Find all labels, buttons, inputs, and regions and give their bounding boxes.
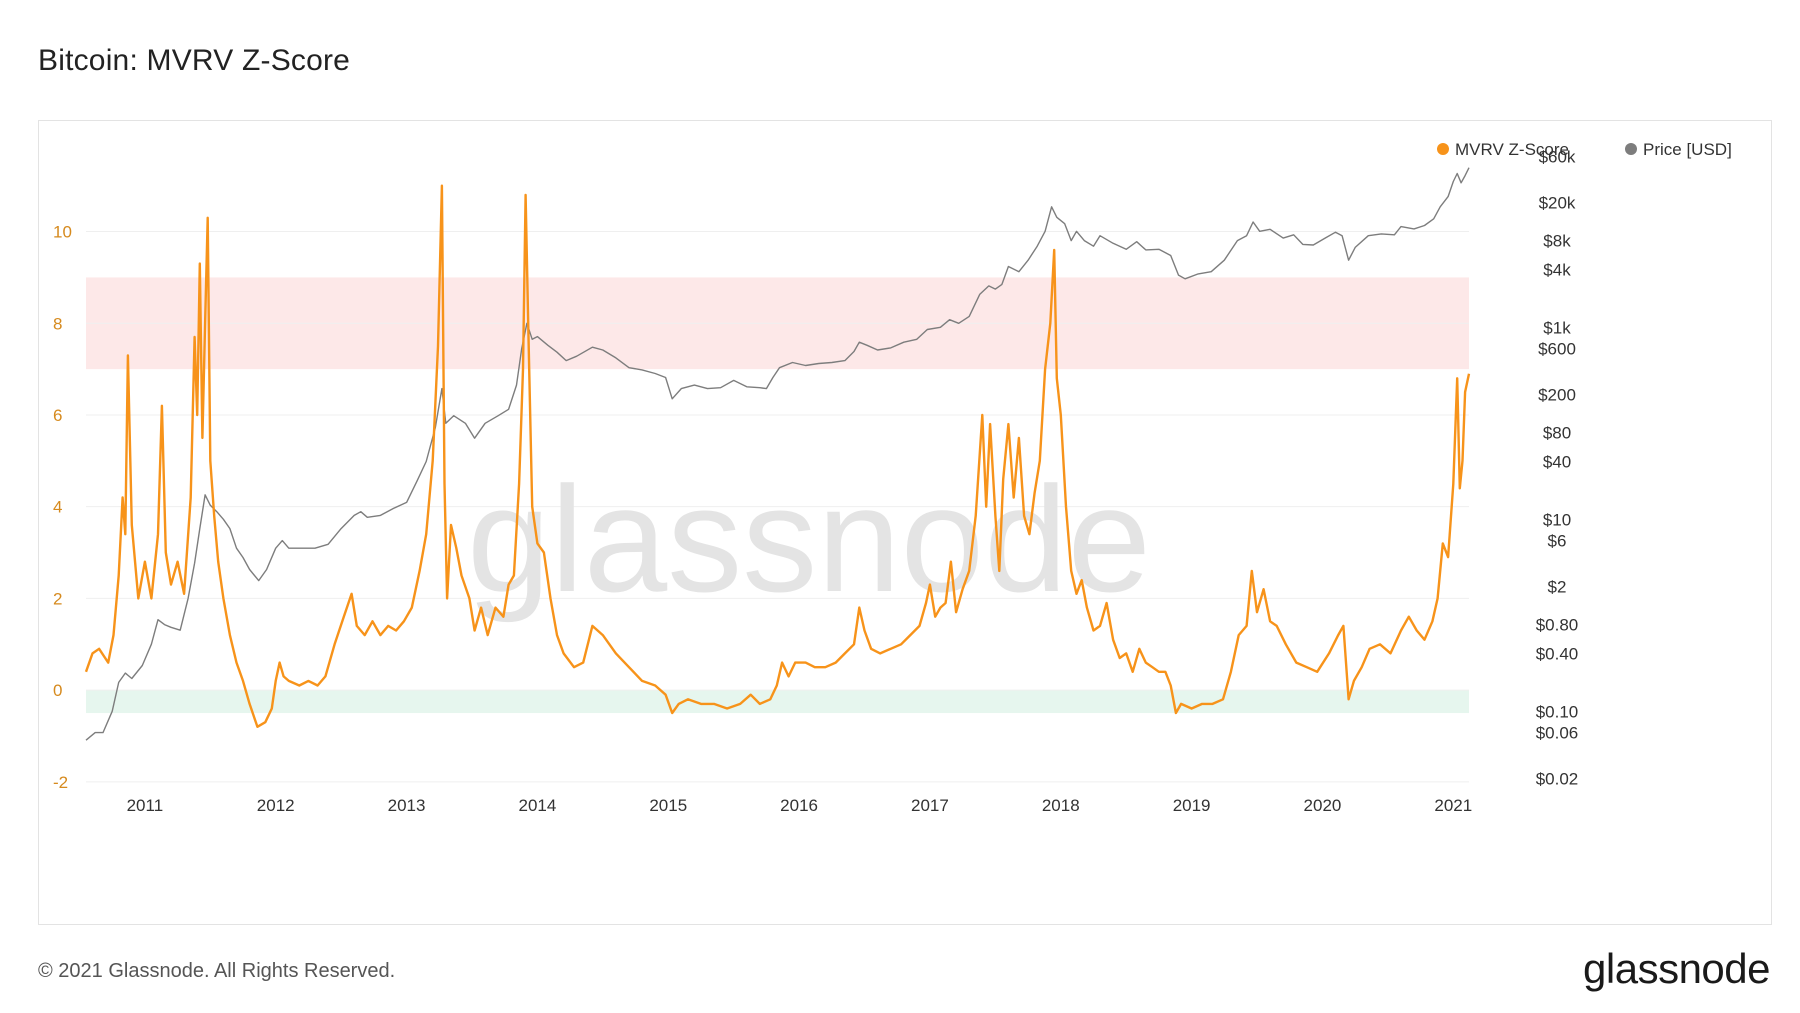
left-tick-label: -2 — [53, 773, 68, 792]
legend-item-mvrv[interactable]: MVRV Z-Score — [1437, 140, 1569, 159]
right-tick-label: $2 — [1548, 577, 1567, 596]
page-title: Bitcoin: MVRV Z-Score — [38, 44, 351, 77]
left-tick-label: 0 — [53, 681, 62, 700]
right-tick-label: $4k — [1543, 261, 1571, 280]
right-tick-label: $6 — [1548, 532, 1567, 551]
copyright-text: © 2021 Glassnode. All Rights Reserved. — [38, 960, 396, 982]
left-tick-label: 6 — [53, 406, 62, 425]
x-tick-label: 2012 — [257, 796, 295, 815]
price-line — [85, 167, 1470, 741]
right-tick-label: $200 — [1538, 385, 1576, 404]
right-tick-label: $1k — [1543, 318, 1571, 337]
legend-dot-mvrv — [1437, 143, 1449, 155]
right-tick-label: $10 — [1543, 510, 1571, 529]
x-tick-label: 2020 — [1304, 796, 1342, 815]
chart-frame: glassnode -2 0 2 4 6 8 10 $0.02 $0.06 $0.10 $0.40… — [38, 120, 1772, 925]
right-tick-label: $0.10 — [1536, 702, 1579, 721]
right-tick-label: $600 — [1538, 340, 1576, 359]
left-tick-label: 2 — [53, 589, 62, 608]
right-tick-label: $20k — [1539, 193, 1576, 212]
x-tick-label: 2014 — [518, 796, 556, 815]
x-axis: 2011 2012 2013 2014 2015 2016 2017 2018 2019 2020… — [127, 796, 1473, 815]
mvrv-chart: glassnode -2 0 2 4 6 8 10 $0.02 $0.06 $0.10 $0.40… — [53, 140, 1732, 815]
gridlines — [86, 231, 1469, 783]
x-tick-label: 2013 — [388, 796, 426, 815]
mvrv-series-layer — [84, 184, 1471, 728]
undervalued-band — [86, 690, 1469, 714]
legend-label-price: Price [USD] — [1643, 140, 1732, 159]
right-tick-label: $60k — [1539, 148, 1576, 167]
legend-dot-price — [1625, 143, 1637, 155]
legend-item-price[interactable]: Price [USD] — [1625, 140, 1732, 159]
right-tick-label: $8k — [1543, 232, 1571, 251]
x-tick-label: 2019 — [1173, 796, 1211, 815]
right-axis: $0.02 $0.06 $0.10 $0.40 $0.80 $2 $6 $10 $40 $80 $2… — [1536, 148, 1579, 789]
price-series-layer — [85, 167, 1470, 741]
legend: MVRV Z-Score Price [USD] — [1437, 140, 1732, 159]
right-tick-label: $0.02 — [1536, 769, 1579, 788]
x-tick-label: 2021 — [1434, 796, 1472, 815]
watermark-text: glassnode — [467, 455, 1151, 623]
legend-label-mvrv: MVRV Z-Score — [1455, 140, 1569, 159]
left-axis: -2 0 2 4 6 8 10 — [53, 223, 72, 792]
x-tick-label: 2016 — [780, 796, 818, 815]
left-tick-label: 10 — [53, 223, 72, 242]
left-tick-label: 8 — [53, 314, 62, 333]
right-tick-label: $0.80 — [1536, 616, 1579, 635]
right-tick-label: $0.06 — [1536, 724, 1579, 743]
left-tick-label: 4 — [53, 498, 62, 517]
x-tick-label: 2011 — [127, 796, 164, 815]
x-tick-label: 2017 — [911, 796, 949, 815]
mvrv-line — [84, 184, 1471, 728]
x-tick-label: 2015 — [649, 796, 687, 815]
right-tick-label: $40 — [1543, 453, 1571, 472]
right-tick-label: $0.40 — [1536, 645, 1579, 664]
x-tick-label: 2018 — [1042, 796, 1080, 815]
right-tick-label: $80 — [1543, 424, 1571, 443]
glassnode-logo[interactable]: glassnode — [1583, 945, 1770, 992]
